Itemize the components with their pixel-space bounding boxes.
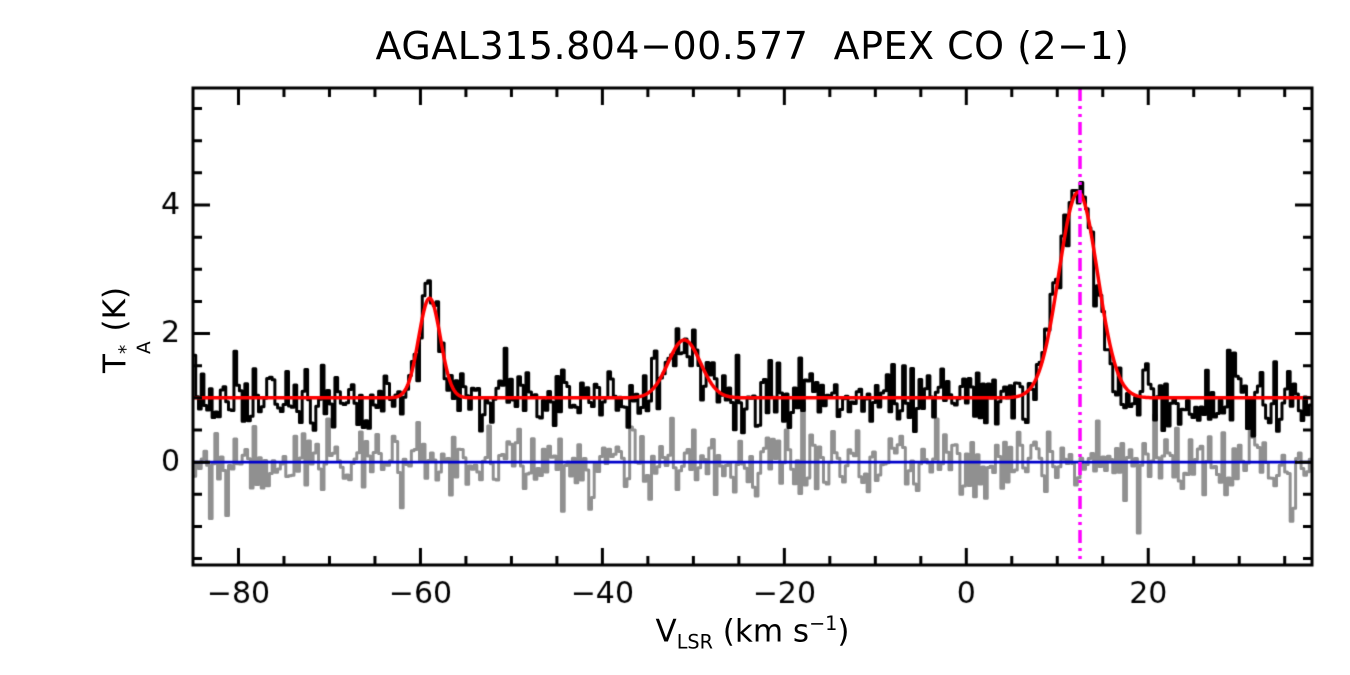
- x-label-subscript: LSR: [676, 630, 713, 654]
- x-axis-label: VLSR (km s−1): [193, 612, 1312, 654]
- x-label-unit-pre: (km s: [712, 613, 810, 650]
- y-label-scripts: * A: [116, 341, 156, 355]
- x-label-symbol: V: [655, 613, 677, 650]
- y-axis-label: T * A (K): [97, 287, 155, 373]
- y-label-subscript: A: [134, 341, 156, 355]
- y-label-unit: (K): [97, 286, 134, 342]
- x-label-superscript: −1: [809, 612, 838, 635]
- y-label-symbol: T: [97, 354, 134, 374]
- chart-title: AGAL315.804−00.577 APEX CO (2−1): [375, 24, 1130, 68]
- x-label-unit-post: ): [837, 613, 850, 650]
